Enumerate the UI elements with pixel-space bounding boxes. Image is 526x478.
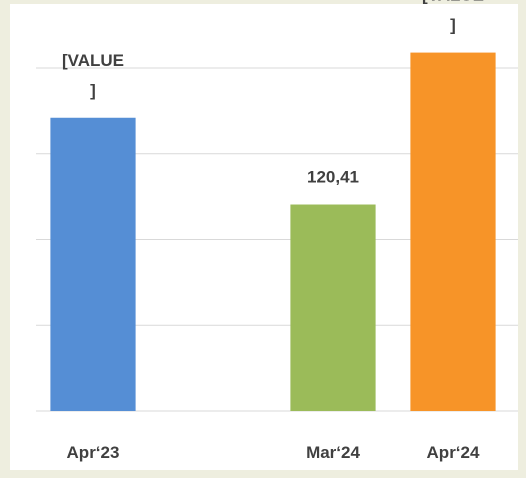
- x-tick-label: Apr‘23: [67, 443, 120, 462]
- bar: [290, 204, 376, 411]
- data-label: [VALUE]: [62, 51, 124, 100]
- x-tick-label: Mar‘24: [306, 443, 360, 462]
- data-label: 120,41: [307, 168, 359, 187]
- bar: [50, 117, 136, 412]
- x-tick-label: Apr‘24: [427, 443, 480, 462]
- bar: [410, 52, 496, 412]
- data-label: [VALUE]: [422, 0, 484, 35]
